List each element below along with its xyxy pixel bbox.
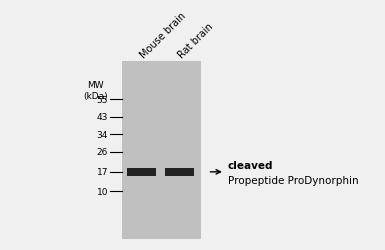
Text: 43: 43 <box>97 113 108 122</box>
Text: 17: 17 <box>97 168 108 177</box>
Text: 26: 26 <box>97 148 108 156</box>
Text: 55: 55 <box>97 96 108 104</box>
Bar <box>127 168 156 176</box>
Text: cleaved: cleaved <box>228 160 273 170</box>
Bar <box>122 62 201 240</box>
Text: 10: 10 <box>97 187 108 196</box>
Text: Propeptide ProDynorphin: Propeptide ProDynorphin <box>228 175 358 185</box>
Text: MW
(kDa): MW (kDa) <box>83 81 108 100</box>
Text: Mouse brain: Mouse brain <box>138 10 188 60</box>
Text: 34: 34 <box>97 130 108 139</box>
Text: Rat brain: Rat brain <box>177 21 215 60</box>
Bar <box>166 168 194 176</box>
